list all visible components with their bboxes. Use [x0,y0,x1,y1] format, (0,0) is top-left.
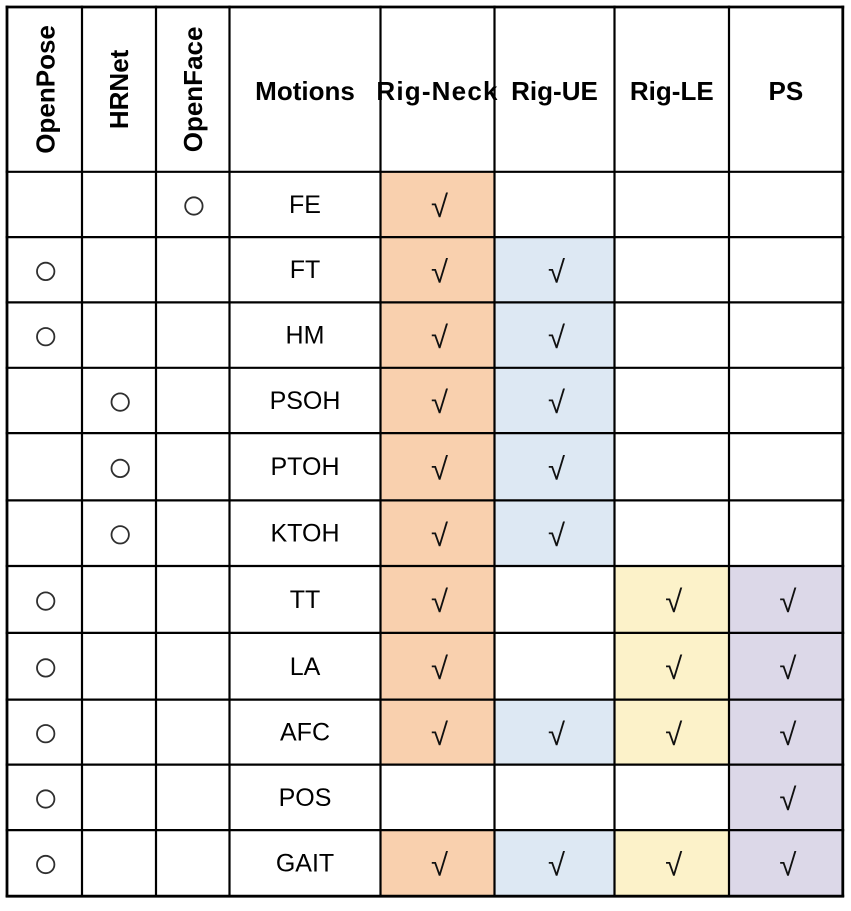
svg-text:√: √ [665,584,682,619]
svg-text:PS: PS [769,76,804,106]
svg-text:Rig-UE: Rig-UE [511,76,598,106]
svg-text:√: √ [431,320,448,355]
svg-text:√: √ [779,651,796,686]
svg-text:√: √ [548,717,565,752]
svg-text:Rig-Neck: Rig-Neck [376,76,498,106]
svg-text:√: √ [779,584,796,619]
svg-text:HRNet: HRNet [104,49,134,129]
svg-text:√: √ [431,717,448,752]
svg-text:√: √ [779,717,796,752]
svg-text:√: √ [665,848,682,883]
svg-text:√: √ [431,848,448,883]
svg-text:KTOH: KTOH [271,520,340,548]
svg-text:√: √ [548,848,565,883]
svg-text:HM: HM [286,322,325,350]
svg-text:LA: LA [290,653,321,681]
svg-text:PTOH: PTOH [271,453,340,481]
svg-text:√: √ [779,782,796,817]
svg-text:√: √ [548,254,565,289]
svg-text:√: √ [548,451,565,486]
svg-text:PSOH: PSOH [270,387,341,415]
svg-text:POS: POS [279,784,332,812]
svg-text:√: √ [431,254,448,289]
svg-text:√: √ [431,189,448,224]
svg-text:√: √ [548,320,565,355]
svg-text:√: √ [665,717,682,752]
svg-text:TT: TT [290,586,321,614]
svg-text:√: √ [431,385,448,420]
svg-text:GAIT: GAIT [276,849,334,877]
svg-text:√: √ [431,518,448,553]
svg-text:√: √ [779,848,796,883]
svg-text:OpenFace: OpenFace [178,27,208,153]
svg-text:FT: FT [290,256,321,284]
svg-text:Rig-LE: Rig-LE [630,76,714,106]
svg-text:√: √ [548,385,565,420]
svg-text:FE: FE [289,191,321,219]
svg-text:√: √ [665,651,682,686]
svg-text:√: √ [431,451,448,486]
svg-text:√: √ [548,518,565,553]
svg-text:√: √ [431,651,448,686]
svg-text:OpenPose: OpenPose [31,25,61,154]
svg-text:AFC: AFC [280,719,330,747]
svg-text:√: √ [431,584,448,619]
svg-text:Motions: Motions [255,76,355,106]
